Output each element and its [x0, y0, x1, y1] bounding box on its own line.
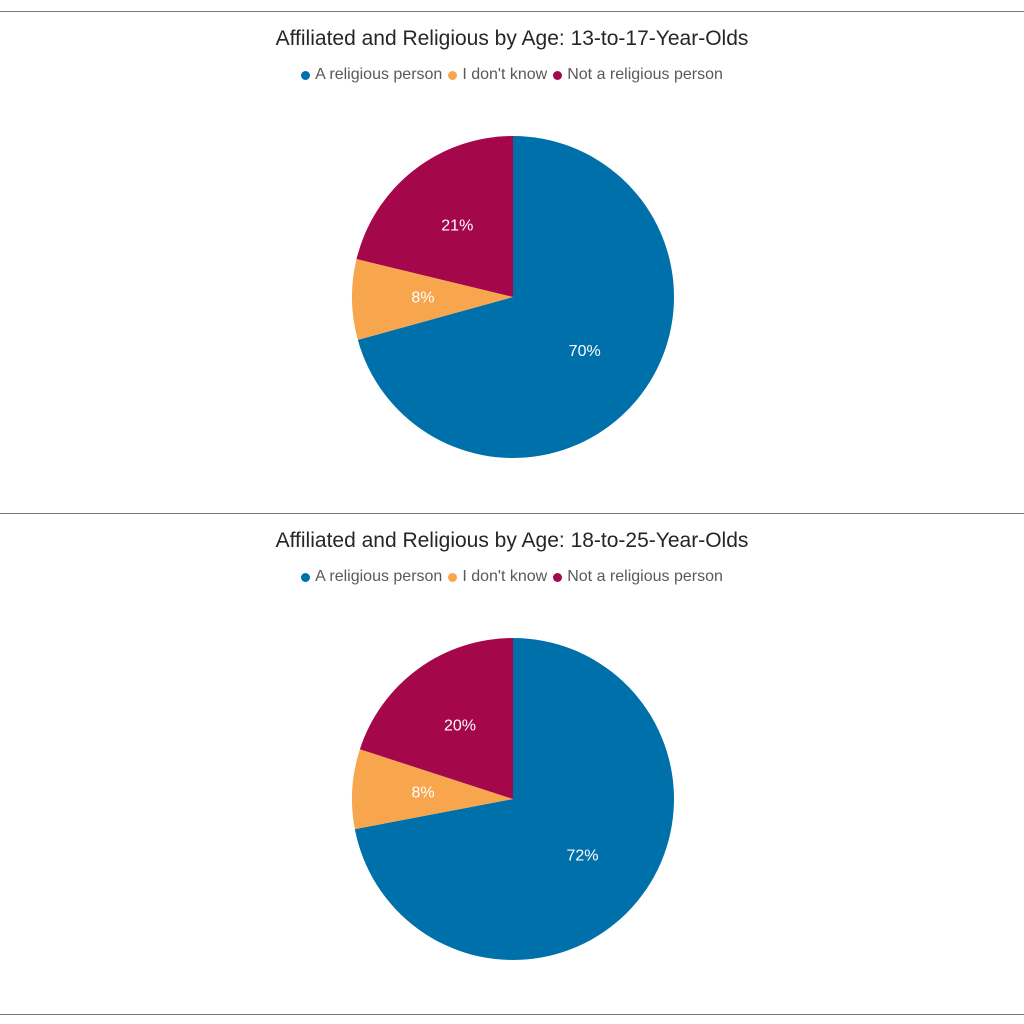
pie-slice-dont-know	[352, 259, 513, 340]
data-label-religious: 72%	[566, 848, 598, 865]
legend-item-religious: A religious person	[301, 66, 442, 84]
legend-label: Not a religious person	[567, 568, 723, 585]
legend-item-dont-know: I don't know	[448, 568, 547, 586]
chart-title: Affiliated and Religious by Age: 18-to-2…	[275, 529, 749, 552]
legend-item-dont-know: I don't know	[448, 66, 547, 84]
legend-swatch-not-religious	[553, 572, 563, 582]
chart-title: Affiliated and Religious by Age: 13-to-1…	[275, 27, 749, 50]
legend-label: A religious person	[315, 66, 443, 83]
data-label-not-religious: 21%	[441, 217, 473, 234]
legend-swatch-religious	[301, 70, 311, 80]
data-label-dont-know: 8%	[411, 785, 434, 802]
legend-item-not-religious: Not a religious person	[553, 568, 723, 586]
legend-swatch-not-religious	[553, 70, 563, 80]
pie-chart: 70% 8% 21%	[352, 136, 674, 458]
chart-legend: A religious person I don't know Not a re…	[0, 66, 1024, 84]
chart-panel-18-25: Affiliated and Religious by Age: 18-to-2…	[0, 515, 1024, 1015]
data-label-dont-know: 8%	[411, 290, 434, 307]
legend-swatch-dont-know	[448, 70, 458, 80]
pie-slice-religious	[357, 136, 674, 458]
divider-middle	[0, 513, 1024, 514]
pie-slice-not-religious	[356, 136, 513, 297]
legend-item-not-religious: Not a religious person	[553, 66, 723, 84]
data-label-not-religious: 20%	[444, 717, 476, 734]
pie-slice-not-religious	[359, 638, 513, 799]
divider-bottom	[0, 1014, 1024, 1015]
legend-label: A religious person	[315, 568, 443, 585]
pie-slice-religious	[354, 638, 674, 960]
chart-legend: A religious person I don't know Not a re…	[0, 568, 1024, 586]
chart-panel-13-17: Affiliated and Religious by Age: 13-to-1…	[0, 13, 1024, 513]
data-label-religious: 70%	[569, 343, 601, 360]
legend-swatch-religious	[301, 572, 311, 582]
legend-label: I don't know	[462, 66, 548, 83]
legend-swatch-dont-know	[448, 572, 458, 582]
divider-top	[0, 11, 1024, 12]
pie-slice-dont-know	[351, 749, 513, 830]
pie-chart: 72% 8% 20%	[351, 638, 674, 960]
legend-item-religious: A religious person	[301, 568, 442, 586]
legend-label: Not a religious person	[567, 66, 723, 83]
legend-label: I don't know	[462, 568, 548, 585]
